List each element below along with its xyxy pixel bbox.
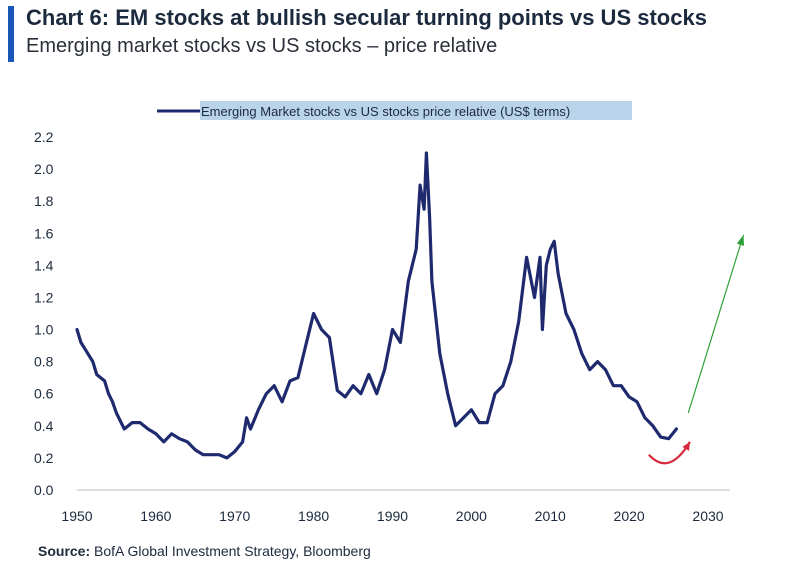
x-tick-label: 1960 bbox=[140, 508, 171, 524]
chart-title: Chart 6: EM stocks at bullish secular tu… bbox=[26, 5, 707, 30]
x-tick-label: 2030 bbox=[692, 508, 723, 524]
series-layer bbox=[75, 151, 678, 460]
series-line bbox=[75, 151, 678, 460]
red-arrow-head bbox=[682, 441, 690, 451]
source-label: Source: bbox=[38, 543, 91, 559]
green-up-arrow bbox=[687, 234, 745, 414]
title-accent-bar bbox=[8, 6, 14, 62]
x-tick-label: 1980 bbox=[298, 508, 329, 524]
y-tick-label: 1.2 bbox=[34, 289, 54, 305]
x-tick-label: 1950 bbox=[61, 508, 92, 524]
y-tick-label: 2.2 bbox=[34, 129, 54, 145]
legend-label: Emerging Market stocks vs US stocks pric… bbox=[201, 104, 570, 119]
y-tick-label: 0.4 bbox=[34, 418, 54, 434]
x-tick-label: 1970 bbox=[219, 508, 250, 524]
source-note: Source: BofA Global Investment Strategy,… bbox=[38, 543, 371, 559]
y-tick-label: 0.6 bbox=[34, 386, 54, 402]
y-tick-label: 2.0 bbox=[34, 161, 54, 177]
y-tick-label: 1.4 bbox=[34, 257, 54, 273]
red-turn-arrow bbox=[648, 441, 691, 465]
y-tick-label: 1.6 bbox=[34, 225, 54, 241]
x-tick-label: 2010 bbox=[535, 508, 566, 524]
source-text: BofA Global Investment Strategy, Bloombe… bbox=[94, 543, 371, 559]
axes-layer: 0.0 0.2 0.4 0.6 0.8 1.0 1.2 1.4 1.6 1.8 2.0 2.2 1950… bbox=[34, 129, 730, 524]
y-tick-label: 1.8 bbox=[34, 193, 54, 209]
legend: Emerging Market stocks vs US stocks pric… bbox=[157, 101, 632, 120]
green-arrow-head bbox=[736, 234, 745, 246]
x-tick-label: 2000 bbox=[456, 508, 487, 524]
x-tick-label: 1990 bbox=[377, 508, 408, 524]
y-tick-label: 0.2 bbox=[34, 450, 54, 466]
legend-highlight bbox=[200, 101, 632, 120]
y-tick-label: 0.8 bbox=[34, 354, 54, 370]
chart-subtitle: Emerging market stocks vs US stocks – pr… bbox=[26, 35, 498, 57]
annotation-layer bbox=[648, 234, 745, 465]
y-tick-label: 0.0 bbox=[34, 482, 54, 498]
y-tick-label: 1.0 bbox=[34, 322, 54, 338]
x-tick-label: 2020 bbox=[614, 508, 645, 524]
